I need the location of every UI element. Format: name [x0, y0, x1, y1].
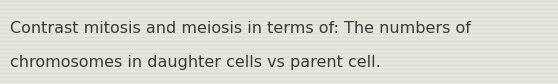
Bar: [0, 71, 558, 72]
Bar: [0, 65, 558, 66]
Bar: [0, 39, 558, 40]
Bar: [0, 19, 558, 20]
Bar: [0, 77, 558, 78]
Bar: [0, 15, 558, 16]
Bar: [0, 31, 558, 32]
Bar: [0, 21, 558, 22]
Bar: [0, 33, 558, 34]
Bar: [0, 43, 558, 44]
Bar: [0, 17, 558, 18]
Bar: [0, 9, 558, 10]
Bar: [0, 69, 558, 70]
Bar: [0, 55, 558, 56]
Bar: [0, 81, 558, 82]
Bar: [0, 13, 558, 14]
Text: chromosomes in daughter cells vs parent cell.: chromosomes in daughter cells vs parent …: [10, 55, 381, 70]
Bar: [0, 75, 558, 76]
Bar: [0, 61, 558, 62]
Bar: [0, 25, 558, 26]
Bar: [0, 23, 558, 24]
Bar: [0, 11, 558, 12]
Bar: [0, 27, 558, 28]
Bar: [0, 79, 558, 80]
Bar: [0, 5, 558, 6]
Bar: [0, 57, 558, 58]
Text: Contrast mitosis and meiosis in terms of: The numbers of: Contrast mitosis and meiosis in terms of…: [10, 21, 471, 36]
Bar: [0, 41, 558, 42]
Bar: [0, 1, 558, 2]
Bar: [0, 49, 558, 50]
Bar: [0, 63, 558, 64]
Bar: [0, 35, 558, 36]
Bar: [0, 3, 558, 4]
Bar: [0, 51, 558, 52]
Bar: [0, 73, 558, 74]
Bar: [0, 59, 558, 60]
Bar: [0, 37, 558, 38]
Bar: [0, 67, 558, 68]
Bar: [0, 7, 558, 8]
Bar: [0, 29, 558, 30]
Bar: [0, 83, 558, 84]
Bar: [0, 47, 558, 48]
Bar: [0, 45, 558, 46]
Bar: [0, 53, 558, 54]
